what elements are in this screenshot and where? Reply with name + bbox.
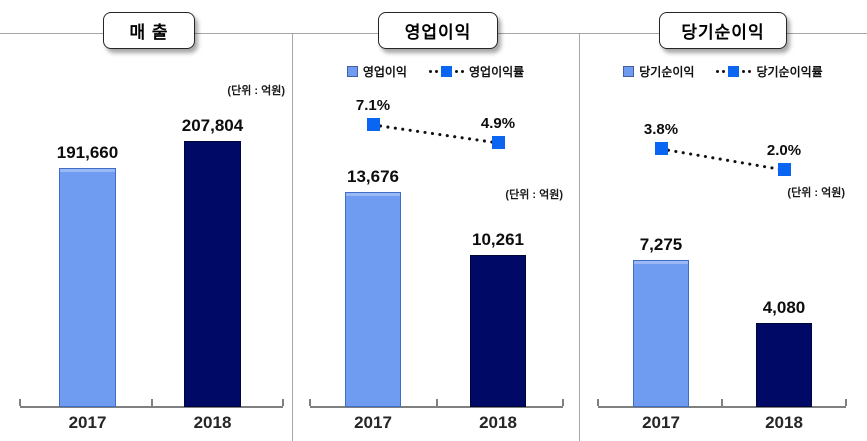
bar-value-label: 10,261 — [472, 230, 524, 249]
x-tick-label: 2018 — [193, 413, 232, 432]
x-tick-label: 2018 — [765, 413, 803, 432]
line-series-swatch-icon — [428, 66, 464, 77]
legend-operating-profit: 영업이익 영업이익률 — [292, 63, 579, 80]
panel-divider-1 — [292, 33, 293, 441]
pct-marker — [491, 136, 505, 150]
pct-marker — [777, 163, 791, 177]
axis-tick — [597, 399, 599, 406]
axis-tick — [721, 399, 723, 406]
bar-series-swatch-icon — [346, 66, 358, 77]
bar-2018 — [184, 141, 241, 407]
legend-net-income: 당기순이익 당기순이익률 — [579, 63, 867, 80]
bar-value-label: 13,676 — [347, 167, 399, 186]
axis-tick — [435, 399, 438, 406]
panel-title-operating-profit: 영업이익 — [378, 12, 498, 49]
panel-title-operating-profit-label: 영업이익 — [404, 23, 472, 42]
x-axis — [598, 406, 846, 408]
axis-tick — [282, 399, 284, 406]
axis-tick — [309, 399, 311, 406]
bar-2017 — [633, 260, 689, 407]
pct-label: 4.9% — [480, 114, 516, 132]
pct-marker — [366, 118, 380, 132]
x-tick-label: 2017 — [642, 413, 680, 432]
bar-2017 — [345, 192, 401, 407]
bar-value-label: 4,080 — [762, 298, 806, 317]
axis-tick — [150, 399, 153, 406]
x-axis — [310, 406, 563, 408]
bar-2018 — [470, 255, 526, 407]
bar-value-label: 207,804 — [181, 116, 244, 135]
pct-label: 7.1% — [355, 96, 391, 114]
panel-title-revenue-label: 매 출 — [129, 23, 169, 42]
legend-bar-label: 영업이익 — [362, 65, 407, 79]
x-axis — [20, 406, 283, 408]
legend-bar-series: 영업이익 — [346, 63, 407, 80]
legend-line-series: 영업이익률 — [428, 63, 525, 80]
pct-label: 3.8% — [643, 120, 679, 138]
unit-label-revenue: (단위 : 억원) — [227, 85, 285, 97]
bar-2017 — [59, 168, 116, 407]
legend-bar-label: 당기순이익 — [639, 65, 695, 79]
panel-divider-2 — [579, 33, 580, 441]
bar-value-label: 191,660 — [56, 143, 119, 162]
bar-value-label: 7,275 — [639, 235, 683, 254]
legend-bar-series: 당기순이익 — [623, 63, 694, 80]
legend-line-label: 영업이익률 — [468, 65, 525, 79]
unit-label-operating-profit: (단위 : 억원) — [505, 189, 563, 201]
panel-title-net-income: 당기순이익 — [659, 12, 787, 49]
axis-tick — [562, 399, 564, 406]
bar-2018 — [756, 323, 812, 407]
unit-label-net-income: (단위 : 억원) — [787, 187, 845, 199]
panel-title-revenue: 매 출 — [103, 12, 195, 49]
panel-title-net-income-label: 당기순이익 — [681, 23, 765, 42]
x-tick-label: 2017 — [354, 413, 392, 432]
x-tick-label: 2018 — [479, 413, 517, 432]
pct-marker — [654, 142, 668, 156]
pct-label: 2.0% — [766, 141, 802, 159]
legend-line-label: 당기순이익률 — [756, 65, 823, 79]
legend-line-series: 당기순이익률 — [716, 63, 823, 80]
line-series-swatch-icon — [716, 66, 752, 77]
axis-tick — [19, 399, 21, 406]
bar-series-swatch-icon — [623, 66, 635, 77]
x-tick-label: 2017 — [68, 413, 107, 432]
axis-tick — [845, 399, 847, 406]
